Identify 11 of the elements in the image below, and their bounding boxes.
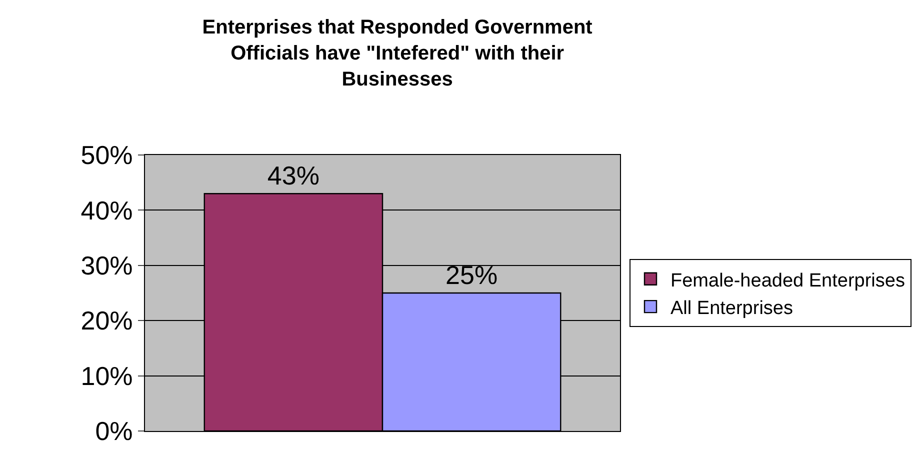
y-tick-label: 0% bbox=[95, 416, 133, 446]
chart-title: Enterprises that Responded Government Officials have "Intefered" with their Businesses bbox=[202, 16, 593, 90]
y-tick-label: 10% bbox=[80, 360, 133, 391]
legend-label: All Enterprises bbox=[670, 298, 793, 319]
y-tick-label: 30% bbox=[80, 250, 133, 280]
y-tick-label: 20% bbox=[80, 306, 133, 336]
y-tick-label: 50% bbox=[80, 140, 133, 170]
y-tick-label: 40% bbox=[80, 195, 133, 226]
data-label: 43% bbox=[267, 160, 320, 191]
legend-label: Female-headed Enterprises bbox=[670, 270, 905, 292]
data-label: 25% bbox=[446, 260, 498, 290]
